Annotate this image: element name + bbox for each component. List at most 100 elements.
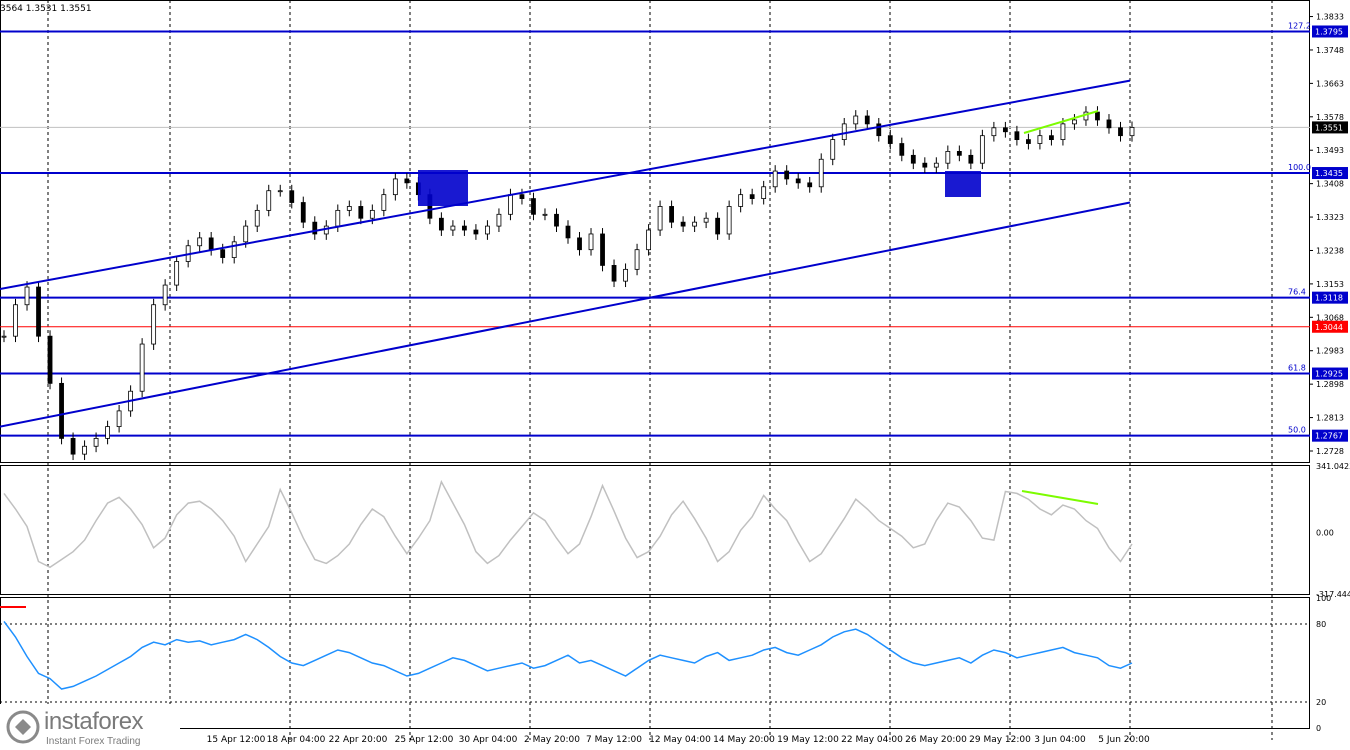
price-tick-label: 1.2813 — [1316, 414, 1344, 423]
candle-body — [1060, 123, 1066, 141]
candle-body — [93, 438, 99, 447]
candle-body — [13, 304, 18, 337]
candle-body — [531, 198, 536, 215]
x-tick-label: 29 May 12:00 — [969, 735, 1031, 745]
candle-body — [1037, 135, 1043, 144]
candle-body — [59, 382, 64, 439]
candle-body — [623, 268, 628, 282]
price-tick-label: 1.3323 — [1316, 213, 1344, 222]
rsi-tick-label: 80 — [1316, 620, 1326, 629]
candle-body — [680, 221, 686, 227]
price-tick-label: 1.3748 — [1316, 46, 1344, 55]
candle-body — [277, 190, 283, 193]
rsi-line — [3, 620, 1133, 690]
x-tick-label: 2 May 20:00 — [524, 735, 580, 745]
candle-body — [231, 241, 237, 258]
candle-body — [358, 206, 364, 219]
candle-body — [266, 190, 272, 211]
rsi-panel-frame — [0, 597, 1310, 729]
instaforex-logo: instaforex Instant Forex Trading — [0, 704, 180, 750]
cci-tick-label: -317.444 — [1316, 590, 1350, 599]
candle-body — [450, 225, 456, 231]
x-tick-label: 15 Apr 12:00 — [207, 735, 266, 745]
candle-body — [519, 194, 525, 199]
candle-body — [1129, 127, 1135, 137]
level-price-label: 1.3435 — [1315, 169, 1343, 178]
candle-body — [381, 194, 387, 211]
candle-body — [496, 213, 502, 227]
price-tick-label: 1.2898 — [1316, 380, 1344, 389]
current-price-label: 1.3551 — [1315, 123, 1343, 132]
fib-level-label: 76.4 — [1288, 288, 1306, 297]
fib-level-label: 127.2 — [1288, 21, 1311, 30]
candle-body — [853, 115, 859, 125]
candle-body — [208, 237, 214, 251]
x-tick-label: 22 May 04:00 — [841, 735, 903, 745]
candle-body — [876, 123, 882, 137]
candle-body — [438, 217, 444, 231]
cci-line — [3, 479, 1133, 569]
rsi-tick-label: 100 — [1316, 594, 1331, 603]
candle-body — [346, 206, 352, 211]
candle-body — [887, 135, 893, 144]
candle-body — [542, 213, 548, 216]
candle-body — [1002, 127, 1008, 133]
rsi-tick-label: 20 — [1316, 698, 1326, 707]
price-tick-label: 1.2728 — [1316, 447, 1344, 456]
candle-body — [703, 217, 709, 223]
cci-tick-label: 341.0423 — [1316, 462, 1350, 471]
price-tick-label: 1.3663 — [1316, 79, 1344, 88]
fib-level-label: 50.0 — [1288, 426, 1306, 435]
highlight-box — [945, 171, 981, 197]
current-price-box — [1312, 121, 1348, 134]
candle-body — [565, 225, 571, 239]
level-price-label: 1.3118 — [1315, 294, 1343, 303]
candle-body — [577, 237, 582, 251]
candle-body — [933, 162, 939, 168]
x-tick-label: 3 Jun 04:00 — [1034, 735, 1086, 745]
x-tick-label: 22 Apr 20:00 — [329, 735, 388, 745]
price-tick-label: 1.3578 — [1316, 113, 1344, 122]
candle-body — [462, 225, 467, 231]
candle-body — [82, 445, 87, 455]
price-tick-label: 1.2983 — [1316, 347, 1344, 356]
rsi-tick-label: 0 — [1316, 724, 1321, 733]
candle-body — [991, 127, 997, 137]
candle-body — [634, 249, 640, 270]
candle-body — [174, 261, 180, 286]
candle-body — [554, 213, 559, 227]
candle-body — [968, 154, 974, 164]
x-tick-label: 25 Apr 12:00 — [395, 735, 454, 745]
candle-body — [600, 233, 605, 266]
candle-body — [312, 221, 318, 235]
candle-body — [910, 154, 916, 164]
x-tick-label: 12 May 04:00 — [649, 735, 711, 745]
x-tick-label: 14 May 20:00 — [713, 735, 775, 745]
candle-body — [979, 135, 985, 164]
level-price-label: 1.2767 — [1315, 432, 1343, 441]
candle-body — [715, 217, 721, 235]
x-tick-label: 7 May 12:00 — [586, 735, 642, 745]
cci-tick-label: 0.00 — [1316, 528, 1334, 537]
candle-body — [761, 186, 767, 199]
candle-body — [588, 233, 594, 251]
x-tick-label: 26 May 20:00 — [905, 735, 967, 745]
candle-body — [738, 194, 744, 207]
candle-body — [105, 426, 110, 439]
candle-body — [36, 286, 41, 337]
candle-body — [784, 170, 790, 180]
logo-name: instaforex — [44, 708, 144, 735]
candle-body — [646, 229, 651, 251]
instaforex-logo-icon — [6, 710, 40, 744]
cci-panel-frame — [0, 465, 1310, 595]
candle-body — [1118, 127, 1123, 137]
channel-upper-line — [0, 79, 1131, 290]
candle-body — [841, 123, 847, 141]
candle-body — [116, 410, 122, 428]
candle-body — [254, 209, 260, 227]
candle-body — [922, 162, 928, 168]
candle-body — [1106, 119, 1112, 129]
candle-body — [657, 206, 663, 231]
candle-body — [70, 438, 76, 455]
